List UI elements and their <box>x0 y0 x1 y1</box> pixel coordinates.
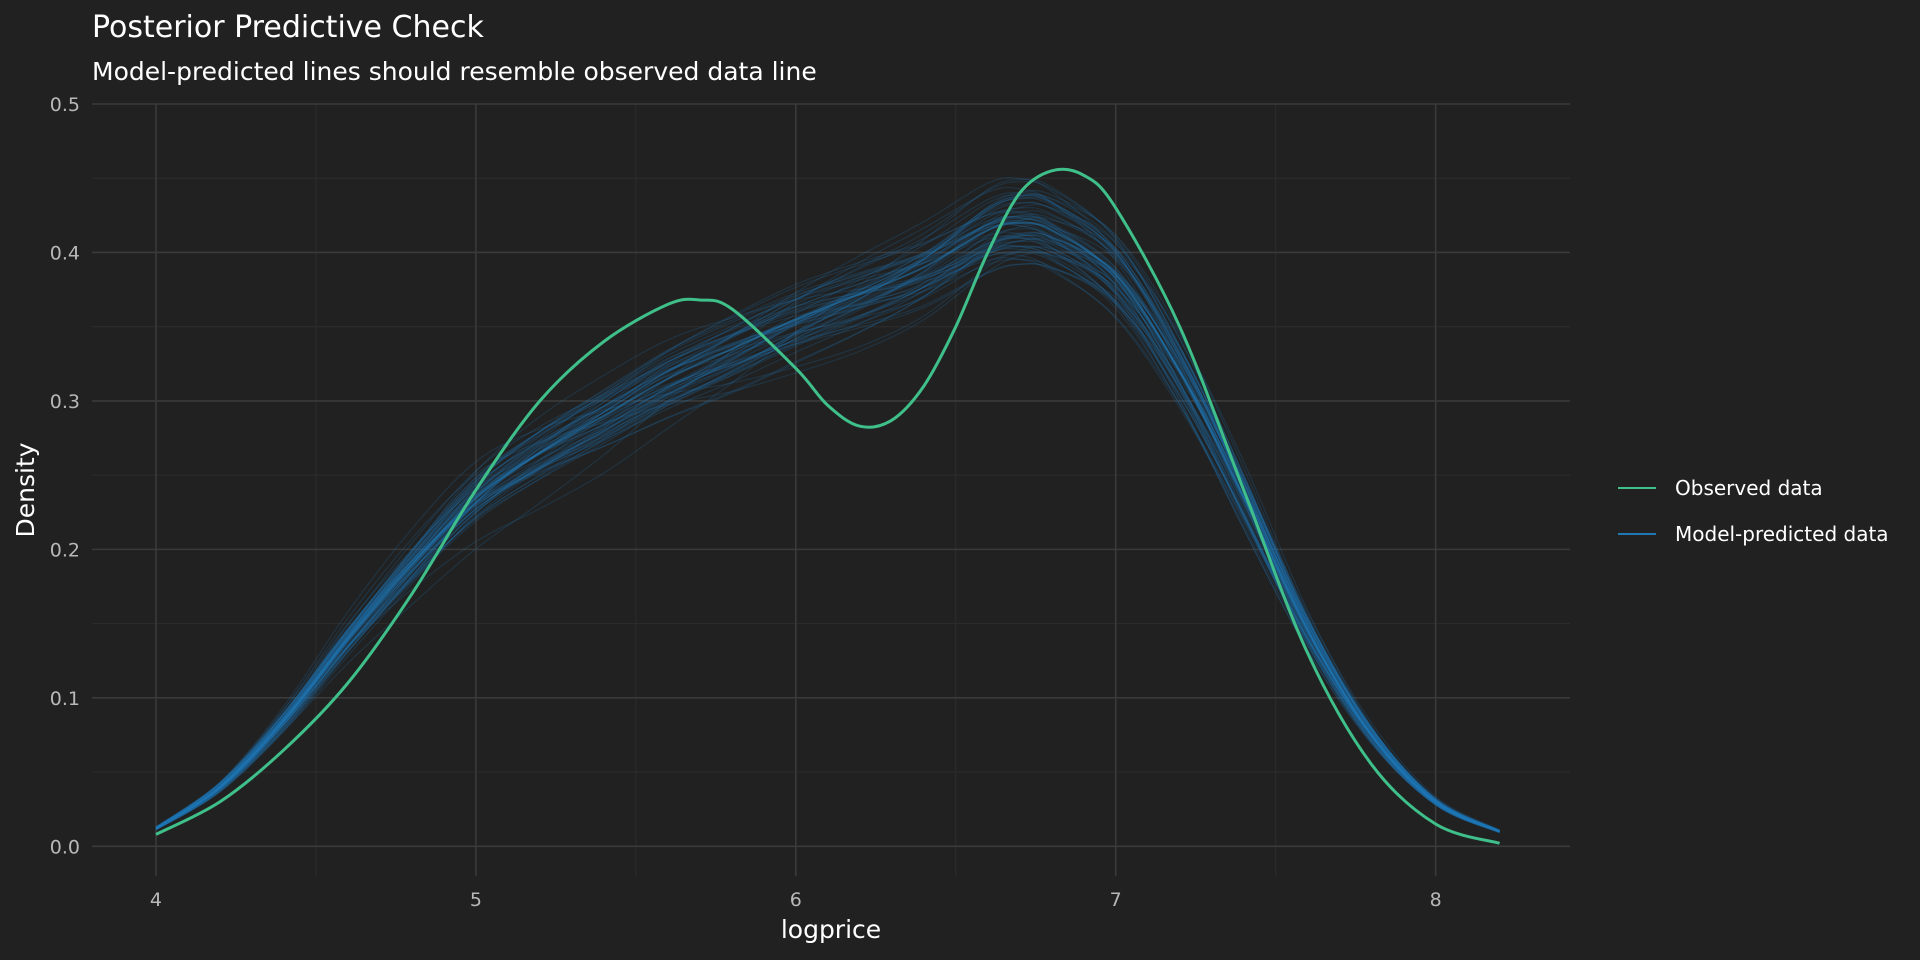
y-tick-label: 0.0 <box>50 836 80 858</box>
model-draw-line <box>155 209 1500 833</box>
x-tick-label: 5 <box>470 889 482 911</box>
model-draw-line <box>155 244 1500 832</box>
model-draw-line <box>155 206 1500 833</box>
model-draw-line <box>155 258 1500 832</box>
model-draw-line <box>155 201 1500 833</box>
model-draw-line <box>155 231 1500 832</box>
chart-title: Posterior Predictive Check <box>92 10 484 45</box>
model-draw-line <box>155 251 1500 831</box>
model-draw-line <box>155 189 1500 833</box>
y-tick-label: 0.3 <box>50 391 80 413</box>
model-draw-line <box>155 237 1500 832</box>
grid <box>92 103 1570 876</box>
y-tick-label: 0.5 <box>50 94 80 116</box>
x-tick-label: 6 <box>790 889 802 911</box>
model-central-line <box>155 221 1501 833</box>
x-tick-label: 8 <box>1430 889 1442 911</box>
model-draw-line <box>155 232 1500 832</box>
model-draw-line <box>155 210 1500 833</box>
model-draw-line <box>155 196 1500 833</box>
x-tick-label: 4 <box>150 889 162 911</box>
y-axis-ticks: 0.0 0.1 0.2 0.3 0.4 0.5 <box>50 94 80 858</box>
model-draw-line <box>155 213 1500 833</box>
y-tick-label: 0.1 <box>50 688 80 710</box>
model-draw-line <box>155 223 1500 833</box>
model-draw-line <box>155 202 1500 833</box>
model-draw-line <box>155 204 1500 834</box>
model-draw-line <box>155 176 1500 833</box>
model-draw-line <box>155 223 1500 833</box>
x-tick-label: 7 <box>1110 889 1122 911</box>
x-axis-ticks: 4 5 6 7 8 <box>150 889 1442 911</box>
model-draw-line <box>155 245 1500 832</box>
legend-item-model: Model-predicted data <box>1618 522 1889 546</box>
legend-item-observed: Observed data <box>1618 476 1823 500</box>
observed-line-path <box>155 167 1501 845</box>
model-draw-line <box>155 263 1500 831</box>
model-draw-line <box>155 178 1500 833</box>
x-axis-title: logprice <box>781 915 881 944</box>
model-draw-line <box>155 194 1500 833</box>
model-draw-line <box>155 234 1500 832</box>
model-draw-line <box>155 216 1500 833</box>
model-draw-line <box>155 192 1500 834</box>
y-tick-label: 0.4 <box>50 242 80 264</box>
model-draw-line <box>155 240 1500 832</box>
y-tick-label: 0.2 <box>50 539 80 561</box>
model-draw-line <box>155 252 1500 832</box>
y-axis-title: Density <box>11 442 40 537</box>
model-draw-line <box>155 180 1500 833</box>
legend-label-observed: Observed data <box>1675 476 1823 500</box>
chart-subtitle: Model-predicted lines should resemble ob… <box>92 57 817 86</box>
model-draw-line <box>155 257 1500 832</box>
observed-data-line <box>155 167 1501 845</box>
model-draw-line <box>155 216 1500 833</box>
model-draw-line <box>155 197 1500 833</box>
model-draw-line <box>155 193 1500 833</box>
legend: Observed data Model-predicted data <box>1618 476 1889 546</box>
model-draw-line <box>155 221 1500 833</box>
model-draw-line <box>155 251 1500 832</box>
legend-label-model: Model-predicted data <box>1675 522 1889 546</box>
model-draw-line <box>155 234 1500 832</box>
model-draw-line <box>155 238 1500 832</box>
model-draw-line <box>155 246 1500 832</box>
model-draw-line <box>155 232 1500 832</box>
model-predicted-lines <box>155 176 1501 834</box>
model-draw-line <box>155 223 1500 833</box>
model-draw-line <box>155 228 1500 833</box>
model-draw-line <box>155 215 1500 833</box>
model-draw-line <box>155 262 1500 832</box>
model-draw-line <box>155 195 1500 833</box>
model-draw-line <box>155 245 1500 832</box>
model-draw-line <box>155 250 1500 832</box>
